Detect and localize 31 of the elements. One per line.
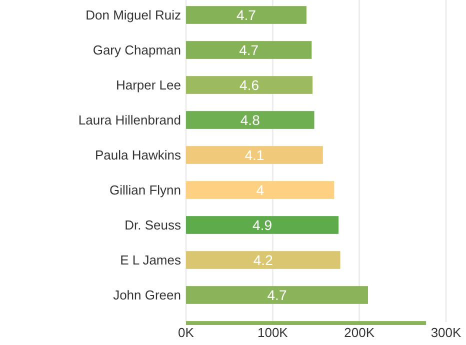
x-tick-label: 200K [344, 325, 375, 340]
y-tick-label: Don Miguel Ruiz [86, 8, 181, 22]
x-tick-label: 0K [178, 325, 194, 340]
bar [186, 41, 312, 59]
bar [186, 251, 340, 269]
annotation: 4 [256, 182, 264, 198]
bar [186, 111, 314, 129]
y-tick-label: E L James [120, 252, 182, 268]
x-tick-label: 300K [430, 325, 462, 340]
bar [186, 76, 313, 94]
annotation: 4.1 [244, 147, 264, 163]
annotation: 4.6 [240, 77, 260, 93]
annotation: 4.7 [236, 7, 256, 23]
annotation: 4.8 [240, 112, 260, 128]
y-tick-label: Gillian Flynn [109, 182, 181, 198]
bar [186, 6, 306, 24]
bar [186, 216, 339, 234]
annotation: 4.7 [267, 287, 287, 303]
annotation: 4.7 [239, 42, 259, 58]
bar [186, 181, 334, 199]
y-tick-label: Harper Lee [116, 78, 181, 92]
y-tick-label: Dr. Seuss [124, 218, 182, 232]
y-tick-label: Gary Chapman [92, 42, 181, 58]
y-tick-label: Laura Hillenbrand [78, 112, 181, 128]
annotation: 4.9 [252, 217, 272, 233]
bar [186, 146, 323, 164]
annotation: 4.2 [253, 252, 274, 268]
x-tick-label: 100K [257, 325, 288, 340]
y-tick-label: John Green [113, 288, 181, 302]
y-tick-label: Paula Hawkins [95, 148, 182, 162]
bar [186, 286, 368, 304]
